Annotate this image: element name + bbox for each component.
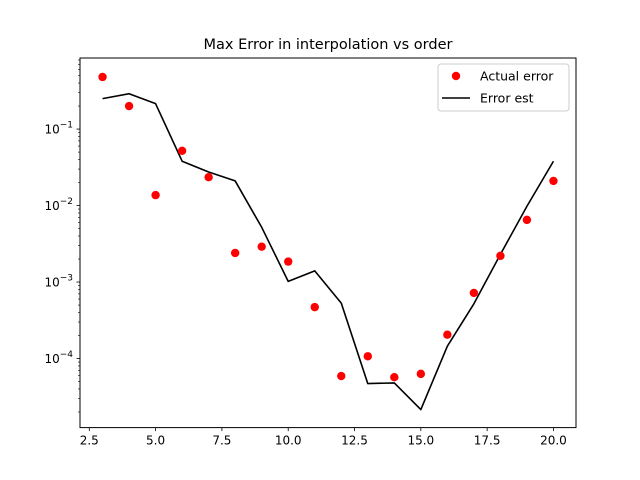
data-point-actual-error: [177, 146, 187, 155]
data-point-actual-error: [390, 373, 399, 382]
series-line-error-est: [102, 92, 555, 411]
x-tick-label: 20.0: [540, 434, 567, 448]
chart-title: Max Error in interpolation vs order: [204, 37, 453, 53]
legend-marker-actual-error: [451, 71, 461, 81]
y-tick-label: 10−3: [44, 274, 73, 290]
data-point-actual-error: [496, 251, 505, 261]
data-point-actual-error: [204, 172, 213, 182]
data-point-actual-error: [363, 352, 372, 361]
y-tick-label: 10−4: [44, 350, 73, 366]
x-tick-label: 7.5: [212, 434, 231, 448]
x-tick-label: 12.5: [341, 434, 368, 448]
x-tick-label: 15.0: [407, 434, 434, 448]
data-point-actual-error: [469, 288, 479, 298]
data-point-actual-error: [98, 72, 107, 82]
plot-area: [98, 72, 558, 411]
data-point-actual-error: [284, 257, 293, 266]
data-point-actual-error: [151, 190, 160, 200]
legend-box: [437, 63, 570, 112]
data-point-actual-error: [549, 176, 558, 186]
y-axis: 10−4 10−3 10−2 10−1: [44, 59, 80, 413]
data-point-actual-error: [522, 215, 532, 225]
data-point-actual-error: [257, 242, 266, 251]
y-tick-label: 10−1: [44, 121, 73, 137]
x-axis: 2.5 5.0 7.5 10.0 12.5 15.0 17.5 20.0: [80, 427, 567, 448]
legend-label-error-est: Error est: [480, 91, 534, 106]
legend: Actual error Error est: [437, 63, 570, 112]
data-point-actual-error: [443, 330, 452, 339]
x-tick-label: 17.5: [474, 434, 501, 448]
x-tick-label: 5.0: [146, 434, 165, 448]
data-point-actual-error: [310, 302, 319, 312]
data-point-actual-error: [337, 371, 346, 381]
legend-label-actual-error: Actual error: [480, 69, 554, 84]
axes-frame: [79, 57, 577, 429]
x-tick-label: 10.0: [275, 434, 302, 448]
data-point-actual-error: [416, 369, 426, 379]
data-point-actual-error: [124, 101, 134, 111]
y-tick-label: 10−2: [44, 197, 73, 213]
data-point-actual-error: [230, 248, 240, 258]
x-tick-label: 2.5: [80, 434, 99, 448]
